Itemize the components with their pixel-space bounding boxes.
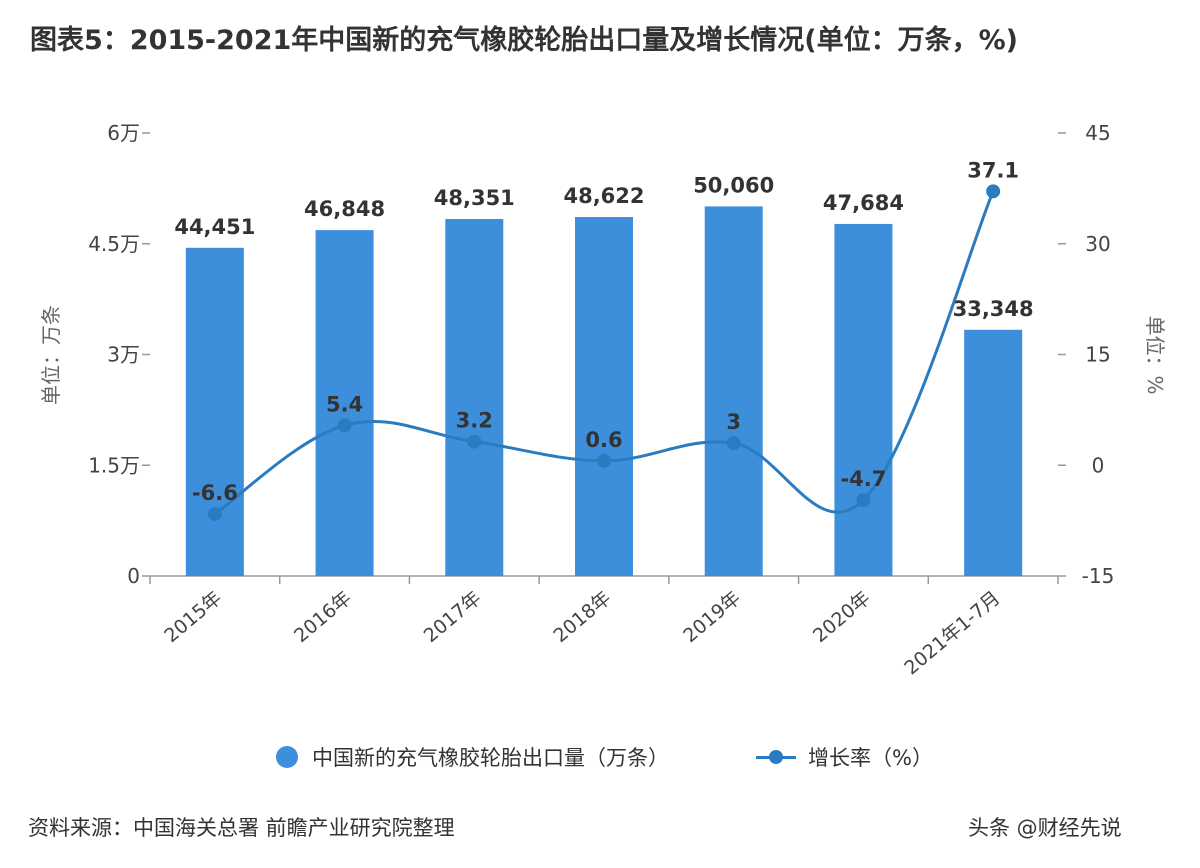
growth-label-5: -4.7 [840,467,886,491]
bar-3 [575,217,633,576]
x-tick-labels: 2015年 2016年 2017年 2018年 2019年 2020年 2021年1-7月 [160,587,1004,679]
bar-0 [185,247,244,576]
left-tick-label: 4.5万 [88,232,140,256]
bar-label-1: 46,848 [304,197,385,221]
growth-label-2: 3.2 [456,409,493,433]
right-tick-label: 15 [1085,343,1110,367]
right-axis-label: 单位：% [1143,315,1167,394]
right-tick-label: 0 [1092,453,1105,477]
x-label-0: 2015年 [160,587,226,647]
bar-label-3: 48,622 [563,184,644,208]
growth-point-6 [986,184,1001,199]
growth-points [207,184,1001,521]
bar-2 [445,219,504,576]
legend: 中国新的充气橡胶轮胎出口量（万条） 增长率（%） [0,742,1200,782]
chart-title: 图表5：2015-2021年中国新的充气橡胶轮胎出口量及增长情况(单位：万条，%… [30,25,1019,56]
growth-point-1 [337,418,352,433]
legend-bar-swatch [276,746,298,768]
x-label-5: 2020年 [809,587,875,647]
source-note: 资料来源：中国海关总署 前瞻产业研究院整理 [28,816,455,840]
legend-label-export: 中国新的充气橡胶轮胎出口量（万条） [312,746,669,770]
growth-label-1: 5.4 [326,392,363,416]
bar-5 [834,223,893,576]
growth-labels: -6.6 5.4 3.2 0.6 3 -4.7 37.1 [192,158,1019,505]
growth-point-0 [207,506,222,521]
bar-label-4: 50,060 [693,173,774,197]
right-tick-label: 30 [1085,232,1110,256]
right-tick-label: -15 [1082,564,1115,588]
growth-label-6: 37.1 [967,158,1019,182]
x-label-1: 2016年 [290,587,356,647]
bars [185,206,1023,577]
growth-label-4: 3 [726,410,741,434]
x-label-2: 2017年 [420,587,486,647]
left-tick-label: 0 [127,564,140,588]
growth-point-5 [856,492,871,507]
legend-item-export: 中国新的充气橡胶轮胎出口量（万条） [276,742,669,772]
growth-point-4 [726,436,741,451]
bar-label-0: 44,451 [174,215,255,239]
bar-label-6: 33,348 [953,297,1034,321]
x-label-6: 2021年1-7月 [900,587,1004,679]
bar-label-5: 47,684 [823,191,904,215]
left-tick-label: 1.5万 [88,453,140,477]
left-axis-label: 单位：万条 [39,305,63,405]
growth-point-3 [597,453,611,468]
bar-4 [704,206,763,577]
left-tick-label: 3万 [107,343,140,367]
growth-label-3: 0.6 [585,428,622,452]
x-label-4: 2019年 [679,587,745,647]
right-tick-label: 45 [1085,121,1110,145]
bar-1 [315,230,374,577]
credit-watermark: 头条 @财经先说 [968,816,1122,840]
axes: 0 1.5万 3万 4.5万 6万 -15 0 15 30 45 [88,121,1114,588]
bar-labels: 44,451 46,848 48,351 48,622 50,060 47,684 33,3… [174,173,1033,320]
legend-item-growth: 增长率（%） [756,742,933,772]
x-label-3: 2018年 [549,587,615,647]
legend-label-growth: 增长率（%） [808,746,933,770]
growth-point-2 [467,434,482,449]
legend-line-swatch [756,746,796,768]
bar-label-2: 48,351 [434,186,515,210]
bar-6 [964,329,1023,576]
left-tick-label: 6万 [107,121,140,145]
growth-label-0: -6.6 [192,481,238,505]
